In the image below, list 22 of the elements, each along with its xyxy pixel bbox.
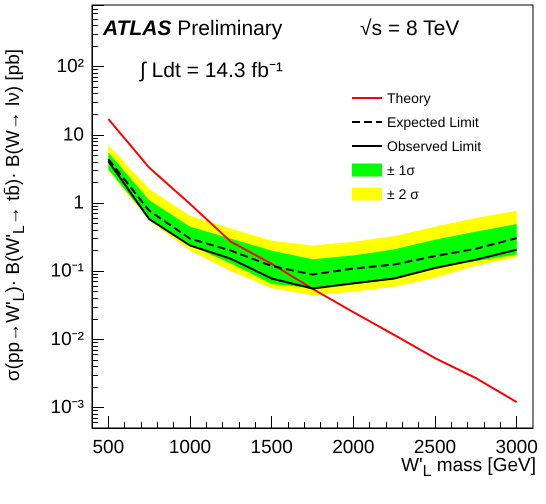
annotation: ATLAS Preliminary (103, 17, 282, 40)
y-tick-label: 10⁻³ (50, 396, 84, 418)
annotation: √s = 8 TeV (360, 17, 460, 40)
legend-label: Observed Limit (387, 138, 482, 154)
y-tick-label: 1 (73, 192, 84, 214)
x-tick-label: 1000 (168, 437, 212, 458)
y-tick-label: 10⁻¹ (50, 260, 84, 282)
x-axis-title: W'$_{L}$ mass [GeV] (401, 455, 536, 480)
x-tick-label: 500 (92, 437, 124, 458)
legend-label: ± 2 σ (387, 186, 420, 202)
legend-label: Expected Limit (387, 114, 479, 130)
y-tick-label: 10² (56, 56, 84, 78)
x-tick-label: 1500 (250, 437, 293, 458)
x-tick-label: 3000 (496, 437, 538, 458)
line-series (107, 118, 518, 404)
legend-label: ± 1σ (387, 162, 416, 178)
legend-label: Theory (387, 90, 431, 106)
y-tick-label: 10⁻² (50, 328, 84, 350)
x-tick-label: 2000 (332, 437, 374, 458)
x-tick-label: 2500 (414, 437, 456, 458)
y-tick-label: 10 (62, 124, 84, 146)
annotation: ∫ Ldt = 14.3 fb⁻¹ (140, 59, 283, 82)
